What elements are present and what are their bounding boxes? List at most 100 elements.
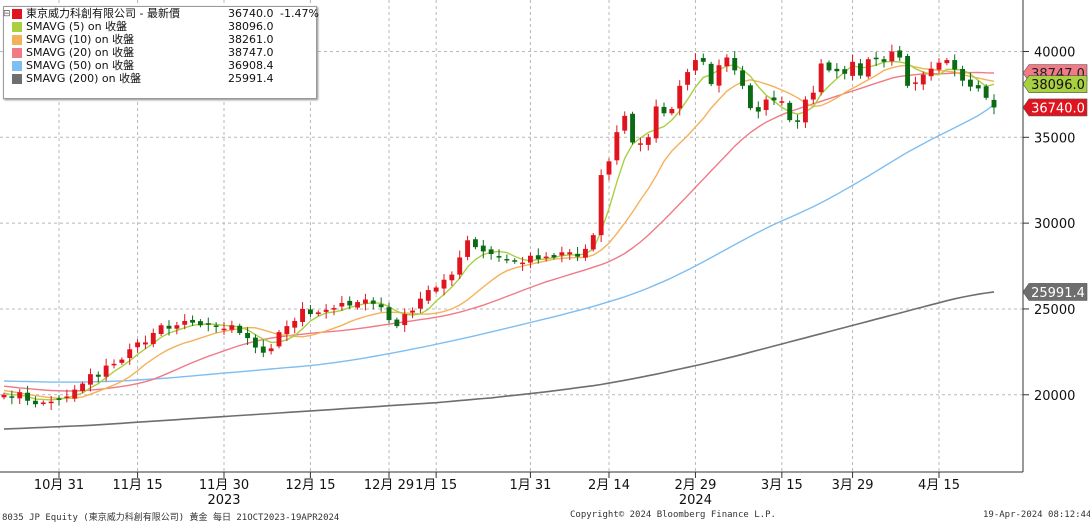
candle-body (810, 92, 816, 100)
candle-body (32, 400, 38, 405)
year-label: 2023 (207, 493, 240, 508)
y-tick-label: 30000 (1034, 217, 1075, 232)
candle-body (708, 63, 714, 85)
candle-body (653, 106, 659, 139)
candle-body (142, 342, 148, 345)
legend-value-sma20: 38747.0 (228, 46, 274, 59)
candlesticks (1, 44, 997, 411)
candle-body (103, 365, 109, 377)
candle-body (40, 402, 46, 404)
candle-body (747, 85, 753, 109)
legend-label-sma200: SMAVG (200) on 收盤 (26, 72, 142, 85)
candle-body (402, 314, 408, 326)
candle-body (755, 107, 761, 112)
candle-body (190, 319, 196, 323)
candle-body (936, 62, 942, 70)
candle-body (237, 325, 243, 333)
candle-body (763, 99, 769, 111)
candle-body (496, 256, 502, 258)
legend-label-sma10: SMAVG (10) on 收盤 (26, 33, 135, 46)
candle-body (630, 113, 636, 143)
candle-body (441, 279, 447, 289)
candle-body (952, 60, 958, 70)
candle-body (818, 63, 824, 93)
candle-body (276, 332, 282, 347)
x-tick-label: 2月 29 (674, 478, 716, 493)
candle-body (135, 342, 141, 348)
y-tick-label: 40000 (1034, 45, 1075, 60)
candle-body (370, 300, 376, 304)
candle-body (771, 97, 777, 101)
candle-body (315, 312, 321, 315)
candle-body (520, 262, 526, 265)
candle-body (865, 59, 871, 77)
candle-body (873, 57, 879, 60)
last-value-tag (1022, 75, 1088, 93)
candle-body (331, 308, 337, 310)
candle-body (339, 302, 345, 307)
candle-body (111, 363, 117, 366)
candle-body (677, 85, 683, 109)
legend-swatch-sma200 (12, 74, 22, 84)
legend-value-sma5: 38096.0 (228, 20, 274, 33)
x-tick-label: 2月 14 (588, 478, 630, 493)
candle-body (975, 85, 981, 89)
candle-body (292, 320, 298, 328)
legend-value-sma50: 36908.4 (228, 59, 274, 72)
candle-body (535, 255, 541, 260)
candle-body (323, 309, 329, 312)
candle-body (857, 63, 863, 76)
candle-body (669, 108, 675, 114)
candle-body (826, 62, 832, 71)
candle-body (449, 274, 455, 281)
candle-body (834, 68, 840, 72)
last-value-tag-label: 36740.0 (1031, 101, 1085, 116)
candle-body (559, 252, 565, 256)
moving-average-lines (3, 60, 995, 430)
legend-swatch-sma50 (12, 61, 22, 71)
sma-10-line (3, 64, 995, 400)
candle-body (158, 325, 164, 335)
last-value-tag-label: 38096.0 (1031, 78, 1085, 93)
x-tick-label: 10月 31 (34, 478, 84, 493)
candle-body (928, 68, 934, 77)
candle-body (347, 300, 353, 306)
candle-body (661, 106, 667, 114)
x-tick-label: 11月 15 (112, 478, 162, 493)
candle-body (488, 249, 494, 255)
candle-body (606, 161, 612, 175)
legend-label-sma5: SMAVG (5) on 收盤 (26, 20, 128, 33)
candle-body (465, 240, 471, 257)
legend-label-sma50: SMAVG (50) on 收盤 (26, 59, 135, 72)
candle-body (425, 290, 431, 301)
candle-body (802, 99, 808, 123)
x-tick-label: 12月 29 (364, 478, 414, 493)
candle-body (692, 60, 698, 71)
sma-200-line (3, 291, 995, 430)
candle-body (182, 320, 188, 325)
candle-body (944, 60, 950, 64)
candle-body (787, 102, 793, 121)
candle-body (897, 50, 903, 58)
candle-body (25, 392, 31, 401)
candle-body (56, 398, 62, 400)
candle-body (795, 120, 801, 122)
legend-value-sma200: 25991.4 (228, 72, 274, 85)
legend-box: ⊟ 東京威力科創有限公司 - 最新價 36740.0 -1.47% SMAVG … (3, 6, 319, 99)
candle-body (567, 252, 573, 255)
candle-body (960, 68, 966, 81)
candle-body (355, 302, 361, 308)
collapse-icon[interactable]: ⊟ (3, 9, 11, 19)
y-tick-label: 35000 (1034, 131, 1075, 146)
candle-body (166, 325, 172, 329)
last-value-tag-label: 25991.4 (1031, 286, 1085, 301)
candle-body (920, 74, 926, 85)
legend-swatch-sma10 (12, 35, 22, 45)
x-tick-label: 3月 15 (761, 478, 803, 493)
candle-body (433, 287, 439, 292)
legend-label-main: 東京威力科創有限公司 - 最新價 (26, 7, 180, 20)
candle-body (9, 396, 15, 398)
last-value-tag (1022, 98, 1088, 117)
candle-body (410, 310, 416, 313)
